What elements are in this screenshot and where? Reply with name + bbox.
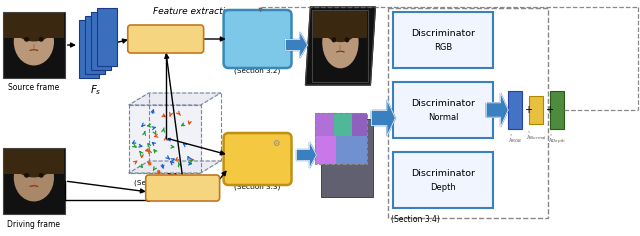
Ellipse shape bbox=[24, 173, 29, 178]
Bar bbox=[388, 8, 548, 218]
Text: $F_s$: $F_s$ bbox=[90, 83, 102, 97]
Text: Source frame: Source frame bbox=[8, 83, 60, 92]
Bar bbox=[316, 136, 336, 164]
Text: +: + bbox=[524, 105, 532, 115]
Polygon shape bbox=[305, 7, 376, 85]
Bar bbox=[339, 45, 341, 50]
Ellipse shape bbox=[13, 154, 54, 202]
Bar bbox=[316, 113, 367, 164]
Text: NIR: NIR bbox=[244, 152, 271, 167]
Polygon shape bbox=[129, 161, 221, 173]
Bar bbox=[394, 82, 493, 138]
Bar bbox=[3, 148, 65, 214]
Bar bbox=[79, 20, 99, 78]
Polygon shape bbox=[129, 105, 200, 173]
Bar bbox=[312, 10, 369, 82]
Polygon shape bbox=[486, 93, 508, 127]
Text: (Section 3.4): (Section 3.4) bbox=[391, 215, 440, 224]
Ellipse shape bbox=[38, 37, 44, 42]
Bar bbox=[314, 11, 367, 38]
Text: Discriminator: Discriminator bbox=[412, 100, 476, 109]
Bar bbox=[4, 149, 64, 174]
Bar bbox=[394, 152, 493, 208]
Text: $\overset{*}{\lambda}_{Normal}$: $\overset{*}{\lambda}_{Normal}$ bbox=[526, 130, 547, 143]
Text: ⚙: ⚙ bbox=[272, 139, 279, 148]
Bar bbox=[316, 136, 367, 164]
Text: $\overset{*}{\lambda}_{Depth}$: $\overset{*}{\lambda}_{Depth}$ bbox=[548, 133, 566, 148]
Bar bbox=[508, 91, 522, 129]
Polygon shape bbox=[285, 32, 307, 58]
Text: Dense motion: Dense motion bbox=[155, 184, 211, 193]
Bar bbox=[97, 8, 116, 66]
Bar bbox=[33, 44, 35, 49]
Bar bbox=[321, 119, 373, 197]
FancyBboxPatch shape bbox=[223, 10, 291, 68]
FancyBboxPatch shape bbox=[223, 133, 291, 185]
Polygon shape bbox=[296, 142, 316, 168]
Bar bbox=[316, 113, 367, 164]
Text: Driving frame: Driving frame bbox=[8, 220, 60, 229]
Bar bbox=[394, 12, 493, 68]
Ellipse shape bbox=[323, 17, 358, 68]
Bar bbox=[85, 16, 105, 74]
Text: (Section 3.3): (Section 3.3) bbox=[234, 184, 281, 190]
Bar bbox=[4, 13, 64, 38]
Text: FVR: FVR bbox=[243, 31, 273, 46]
Text: Depth: Depth bbox=[431, 184, 456, 193]
Text: Feature extraction: Feature extraction bbox=[153, 7, 236, 16]
FancyBboxPatch shape bbox=[128, 25, 204, 53]
Text: (Section 3.2): (Section 3.2) bbox=[234, 67, 281, 73]
Text: Discriminator: Discriminator bbox=[412, 169, 476, 178]
Bar bbox=[529, 96, 543, 124]
Bar bbox=[550, 91, 564, 129]
Ellipse shape bbox=[332, 37, 336, 42]
Bar bbox=[33, 180, 35, 185]
Text: (Section 3.1): (Section 3.1) bbox=[134, 179, 180, 185]
Text: Feature warping: Feature warping bbox=[133, 34, 198, 43]
Ellipse shape bbox=[323, 14, 358, 42]
Text: Discriminator: Discriminator bbox=[412, 30, 476, 38]
Text: RGB: RGB bbox=[434, 43, 452, 52]
Ellipse shape bbox=[24, 37, 29, 42]
Ellipse shape bbox=[38, 173, 44, 178]
Bar bbox=[316, 113, 344, 164]
Polygon shape bbox=[371, 100, 396, 136]
Ellipse shape bbox=[344, 37, 349, 42]
Ellipse shape bbox=[15, 15, 53, 42]
Ellipse shape bbox=[15, 151, 53, 177]
Text: $\overset{*}{\lambda}_{RGB}$: $\overset{*}{\lambda}_{RGB}$ bbox=[508, 133, 522, 146]
Text: +: + bbox=[545, 105, 553, 115]
Ellipse shape bbox=[13, 18, 54, 65]
Bar bbox=[91, 12, 111, 70]
Bar bbox=[3, 12, 65, 78]
FancyBboxPatch shape bbox=[146, 175, 220, 201]
Bar bbox=[333, 113, 352, 164]
Text: Normal: Normal bbox=[428, 114, 458, 122]
Polygon shape bbox=[129, 93, 221, 105]
